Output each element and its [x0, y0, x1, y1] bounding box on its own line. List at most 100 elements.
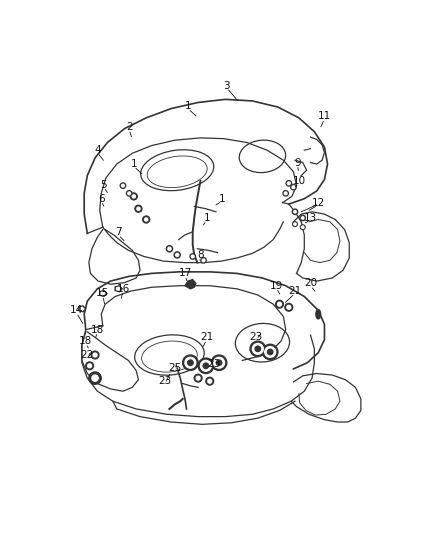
Circle shape: [92, 375, 98, 381]
Text: 5: 5: [100, 180, 107, 190]
Polygon shape: [101, 292, 105, 295]
Text: 6: 6: [98, 193, 105, 204]
Circle shape: [131, 193, 137, 200]
Circle shape: [203, 363, 208, 368]
Text: 1: 1: [131, 159, 137, 169]
Circle shape: [93, 353, 97, 357]
Text: 1: 1: [185, 101, 191, 111]
Circle shape: [302, 226, 304, 228]
Circle shape: [135, 205, 142, 212]
Text: 17: 17: [178, 269, 191, 278]
Circle shape: [206, 377, 214, 385]
Polygon shape: [80, 308, 84, 310]
Polygon shape: [79, 306, 86, 312]
Ellipse shape: [315, 309, 321, 320]
Circle shape: [300, 225, 305, 230]
Text: 1: 1: [203, 213, 210, 223]
Circle shape: [265, 346, 276, 357]
Text: 9: 9: [294, 158, 300, 167]
Circle shape: [196, 376, 200, 380]
Circle shape: [143, 216, 150, 223]
Circle shape: [287, 182, 290, 184]
Circle shape: [190, 254, 195, 259]
Circle shape: [292, 209, 298, 214]
Circle shape: [187, 360, 193, 366]
Circle shape: [91, 351, 99, 359]
Polygon shape: [115, 286, 122, 292]
Circle shape: [122, 184, 124, 187]
Circle shape: [174, 252, 180, 258]
Circle shape: [191, 255, 194, 258]
Circle shape: [294, 223, 296, 225]
Circle shape: [262, 344, 278, 360]
Circle shape: [286, 181, 292, 186]
Circle shape: [250, 341, 265, 357]
Text: 21: 21: [200, 332, 213, 342]
Circle shape: [283, 191, 288, 196]
Polygon shape: [185, 280, 196, 289]
Text: 21: 21: [288, 286, 302, 296]
Circle shape: [89, 372, 101, 384]
Circle shape: [214, 357, 224, 368]
Circle shape: [128, 192, 131, 195]
Circle shape: [278, 302, 282, 306]
Text: 1: 1: [219, 193, 226, 204]
Circle shape: [185, 357, 196, 368]
Circle shape: [168, 247, 171, 251]
Circle shape: [208, 379, 212, 383]
Circle shape: [145, 218, 148, 221]
Circle shape: [88, 364, 92, 368]
Text: 16: 16: [117, 284, 130, 294]
Text: 15: 15: [96, 288, 110, 298]
Circle shape: [292, 186, 295, 189]
Circle shape: [194, 374, 202, 382]
Circle shape: [183, 355, 198, 370]
Circle shape: [201, 360, 211, 371]
Text: 18: 18: [79, 336, 92, 346]
Text: 10: 10: [292, 176, 305, 186]
Circle shape: [176, 253, 179, 256]
Circle shape: [127, 191, 132, 196]
Circle shape: [268, 349, 273, 354]
Text: 12: 12: [311, 198, 325, 207]
Circle shape: [201, 257, 206, 263]
Text: 25: 25: [168, 363, 181, 373]
Circle shape: [202, 259, 205, 262]
Text: 2: 2: [126, 122, 132, 132]
Polygon shape: [100, 290, 107, 296]
Circle shape: [300, 215, 305, 221]
Polygon shape: [117, 287, 120, 290]
Circle shape: [276, 301, 283, 308]
Circle shape: [211, 355, 227, 370]
Circle shape: [285, 303, 293, 311]
Text: 14: 14: [70, 305, 83, 316]
Circle shape: [284, 192, 287, 195]
Text: 4: 4: [94, 145, 101, 155]
Circle shape: [137, 207, 140, 211]
Circle shape: [293, 222, 297, 227]
Text: 20: 20: [304, 278, 317, 288]
Circle shape: [255, 346, 261, 352]
Circle shape: [252, 343, 263, 354]
Circle shape: [287, 305, 291, 309]
Circle shape: [301, 217, 304, 219]
Text: 3: 3: [223, 80, 230, 91]
Text: 22: 22: [81, 350, 94, 360]
Circle shape: [216, 360, 222, 366]
Text: 8: 8: [197, 250, 204, 260]
Circle shape: [198, 358, 214, 374]
Circle shape: [291, 184, 296, 190]
Text: 23: 23: [158, 376, 171, 386]
Circle shape: [86, 362, 93, 370]
Text: 23: 23: [250, 332, 263, 342]
Circle shape: [294, 211, 296, 213]
Text: 19: 19: [270, 281, 283, 290]
Circle shape: [132, 195, 135, 198]
Text: 18: 18: [91, 325, 104, 335]
Text: 11: 11: [318, 111, 331, 122]
Circle shape: [120, 183, 126, 188]
Text: 23: 23: [207, 359, 220, 369]
Circle shape: [166, 246, 173, 252]
Text: 13: 13: [304, 213, 317, 223]
Text: 7: 7: [115, 227, 122, 237]
